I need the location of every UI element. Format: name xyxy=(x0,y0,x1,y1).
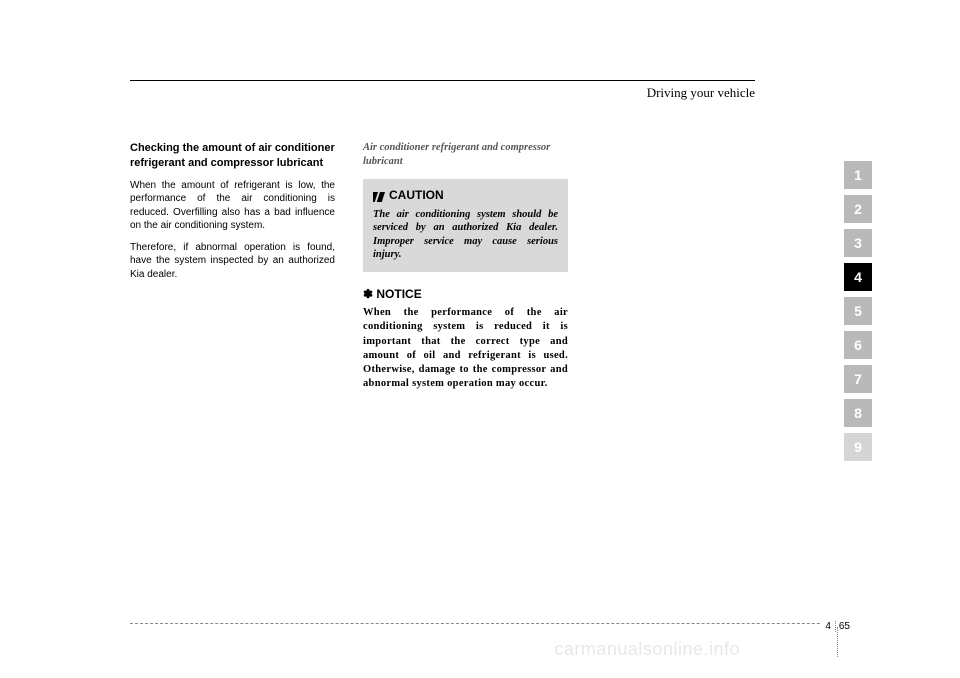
caution-icon xyxy=(373,190,385,200)
page-section: 4 xyxy=(825,621,836,632)
tab-6: 6 xyxy=(844,331,872,359)
col1-subhead: Checking the amount of air conditioner r… xyxy=(130,141,335,171)
caution-label: CAUTION xyxy=(389,187,444,203)
notice-body: When the performance of the air conditio… xyxy=(363,306,568,391)
header-rule xyxy=(130,80,755,81)
tab-1: 1 xyxy=(844,161,872,189)
content-columns: Checking the amount of air conditioner r… xyxy=(130,141,850,391)
header-title: Driving your vehicle xyxy=(130,85,755,101)
footer-rule xyxy=(130,623,850,624)
notice-head: ✽ NOTICE xyxy=(363,286,568,302)
column-3 xyxy=(596,141,801,391)
caution-body: The air conditioning system should be se… xyxy=(373,208,558,263)
tab-3: 3 xyxy=(844,229,872,257)
col2-italic-sub: Air conditioner refrigerant and compress… xyxy=(363,141,568,169)
footer: 465 xyxy=(130,623,850,624)
page-number: 465 xyxy=(821,621,850,632)
tab-9: 9 xyxy=(844,433,872,461)
footer-dots xyxy=(837,627,838,657)
col1-p1: When the amount of refrigerant is low, t… xyxy=(130,179,335,233)
caution-box: CAUTION The air conditioning system shou… xyxy=(363,179,568,272)
tab-7: 7 xyxy=(844,365,872,393)
tab-5: 5 xyxy=(844,297,872,325)
tab-8: 8 xyxy=(844,399,872,427)
watermark: carmanualsonline.info xyxy=(554,639,740,660)
section-tabs: 1 2 3 4 5 6 7 8 9 xyxy=(844,161,872,467)
tab-2: 2 xyxy=(844,195,872,223)
column-1: Checking the amount of air conditioner r… xyxy=(130,141,335,391)
tab-4: 4 xyxy=(844,263,872,291)
col1-p2: Therefore, if abnormal operation is foun… xyxy=(130,241,335,282)
caution-head: CAUTION xyxy=(373,187,558,203)
page-num: 65 xyxy=(839,621,850,632)
column-2: Air conditioner refrigerant and compress… xyxy=(363,141,568,391)
